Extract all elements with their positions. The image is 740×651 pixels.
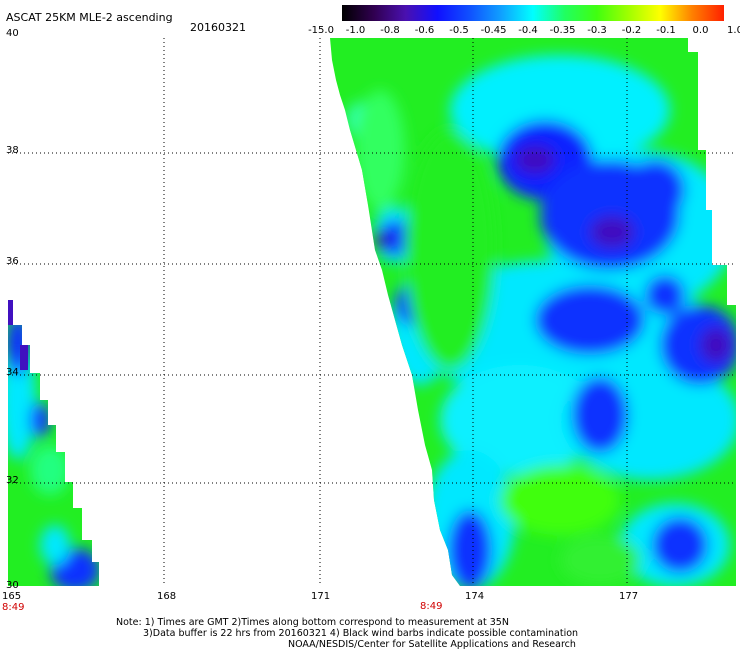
lat-label-34: 34 <box>6 367 19 378</box>
colorbar <box>342 5 724 21</box>
footnote-line-1: Note: 1) Times are GMT 2)Times along bot… <box>116 617 509 628</box>
time-label-east: 8:49 <box>420 601 443 612</box>
colorbar-label: -1.0 <box>345 25 366 36</box>
lon-label-168: 168 <box>157 591 177 602</box>
colorbar-label: -0.6 <box>414 25 435 36</box>
lon-label-177: 177 <box>619 591 639 602</box>
colorbar-label: -0.3 <box>587 25 607 36</box>
lat-label-40: 40 <box>6 28 19 39</box>
colorbar-label: -0.8 <box>380 25 400 36</box>
lon-label-165: 165 <box>2 591 22 602</box>
lon-label-174: 174 <box>465 591 485 602</box>
lat-label-30: 30 <box>6 580 19 591</box>
colorbar-label: -0.5 <box>449 25 469 36</box>
colorbar-gradient <box>342 5 724 21</box>
lon-label-171: 171 <box>311 591 331 602</box>
map-title: ASCAT 25KM MLE-2 ascending <box>6 11 173 24</box>
colorbar-label: -0.35 <box>549 25 576 36</box>
lat-label-36: 36 <box>6 256 19 267</box>
map-date: 20160321 <box>190 21 246 34</box>
time-label-west: 8:49 <box>2 602 25 613</box>
lat-label-32: 32 <box>6 475 19 486</box>
colorbar-label: -0.2 <box>621 25 642 36</box>
wind-field-swath-east <box>330 38 736 586</box>
colorbar-label: 0.0 <box>692 25 709 36</box>
lat-label-38: 38 <box>6 145 19 156</box>
footnote-line-3: NOAA/NESDIS/Center for Satellite Applica… <box>288 639 576 650</box>
colorbar-label: -0.45 <box>480 25 507 36</box>
grid-lines <box>8 38 736 586</box>
colorbar-label: -15.0 <box>308 25 334 36</box>
colorbar-label: 1.0 <box>727 25 740 36</box>
wind-field-swath-west <box>8 300 99 586</box>
colorbar-label: -0.4 <box>518 25 538 36</box>
footnote-line-2: 3)Data buffer is 22 hrs from 20160321 4)… <box>143 628 579 639</box>
colorbar-label: -0.1 <box>656 25 676 36</box>
